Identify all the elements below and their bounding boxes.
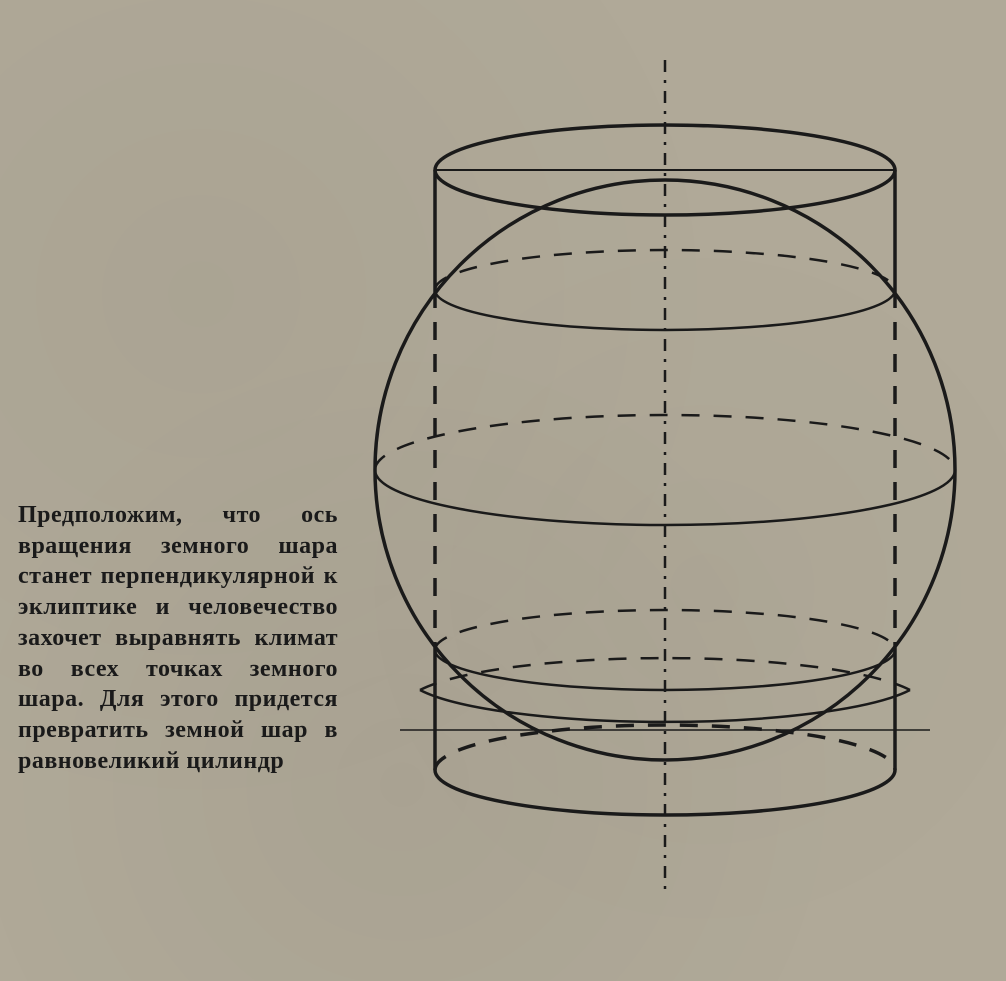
lower-intersection-back [435, 610, 895, 650]
diagram-svg [340, 50, 990, 900]
caption-text: Предположим, что ось вращения земного ша… [18, 502, 338, 774]
sphere-cylinder-diagram [340, 50, 990, 900]
diagram-caption: Предположим, что ось вращения земного ша… [18, 500, 338, 776]
